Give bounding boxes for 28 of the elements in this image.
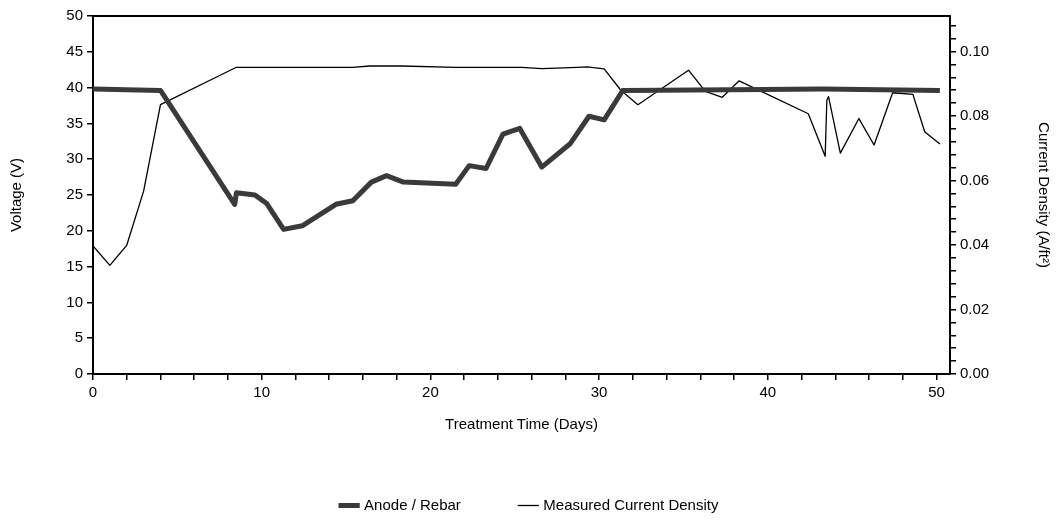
x-tick-label: 50	[928, 383, 945, 401]
x-tick-label: 0	[88, 383, 98, 401]
y-tick-label: 20	[66, 220, 83, 238]
y-tick-label: 45	[66, 41, 83, 59]
y-tick-label: 0	[74, 364, 83, 382]
y2-tick-label: 0.10	[960, 41, 990, 59]
y-tick-label: 10	[66, 292, 83, 310]
y-axis-title: Voltage (V)	[7, 157, 25, 233]
y-tick-label: 40	[66, 77, 83, 95]
y2-tick-label: 0.06	[960, 170, 990, 188]
y-tick-label: 15	[66, 256, 83, 274]
y2-tick-label: 0.04	[960, 235, 990, 253]
y2-tick-label: 0.02	[960, 299, 990, 317]
legend-label: Anode / Rebar	[364, 495, 461, 513]
x-axis-title: Treatment Time (Days)	[445, 415, 598, 433]
y-tick-label: 35	[66, 113, 83, 131]
x-tick-label: 10	[253, 383, 271, 401]
x-tick-label: 40	[759, 383, 777, 401]
y-tick-label: 5	[74, 328, 83, 346]
x-tick-label: 20	[422, 383, 439, 401]
y2-tick-label: 0.08	[960, 106, 990, 124]
y2-axis-title: Current Density (A/ft²)	[1035, 122, 1053, 268]
y2-tick-label: 0.00	[960, 364, 990, 382]
y-tick-label: 25	[66, 185, 83, 203]
legend-label: Measured Current Density	[543, 495, 719, 513]
y-tick-label: 50	[66, 6, 83, 24]
x-tick-label: 30	[590, 383, 608, 401]
y-tick-label: 30	[66, 149, 83, 167]
